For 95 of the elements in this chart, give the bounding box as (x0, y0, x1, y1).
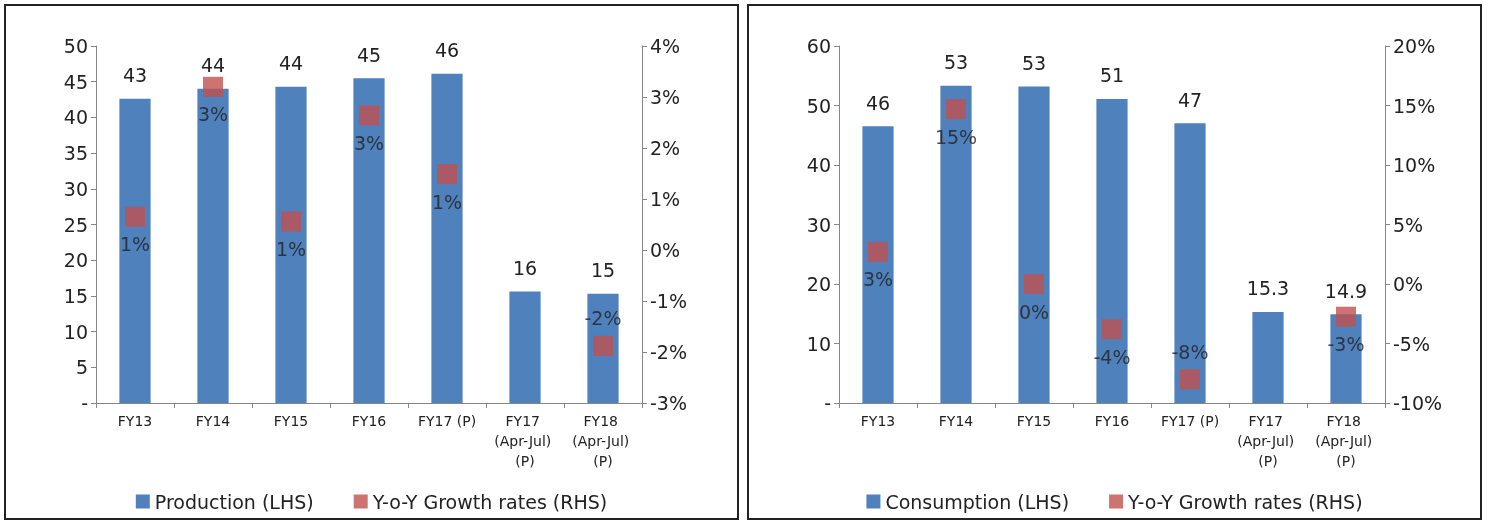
x-tick-label: FY18 (Apr-Jul) (P) (572, 413, 634, 469)
legend-label: Y-o-Y Growth rates (RHS) (1127, 490, 1363, 513)
point (1336, 306, 1356, 327)
point (203, 76, 223, 97)
y2-tick-label: -2% (650, 341, 687, 363)
x-tick-label: FY15 (273, 413, 309, 429)
y-tick-label: 25 (63, 213, 88, 236)
data-label: 0% (1018, 300, 1050, 323)
data-label: 46 (434, 39, 460, 62)
y-tick-label: 50 (806, 94, 831, 117)
point (359, 105, 379, 126)
x-tick-label: FY13 (117, 413, 153, 429)
y2-tick-label: 5% (1393, 213, 1424, 236)
data-label: 1% (119, 233, 151, 256)
point (437, 164, 457, 185)
data-label: 44 (200, 54, 226, 77)
x-tick-label: FY16 (1094, 413, 1130, 429)
y2-tick-label: 20% (1393, 35, 1436, 57)
y2-tick-label: 4% (650, 35, 681, 57)
data-label: 14.9 (1324, 279, 1368, 302)
y2-tick-label: 15% (1393, 94, 1436, 117)
y2-tick-label: -10% (1393, 392, 1443, 414)
x-tick-label: FY17 (Apr-Jul) (P) (494, 413, 556, 469)
point (1180, 369, 1200, 390)
bar (431, 73, 463, 403)
data-label: 45 (356, 43, 382, 66)
y-tick-label: 5 (75, 356, 88, 379)
data-label: 15 (590, 259, 616, 282)
bar (1252, 311, 1284, 403)
bar (119, 98, 151, 403)
y-tick-label: - (824, 392, 831, 414)
point (946, 99, 966, 120)
data-label: 47 (1177, 88, 1203, 111)
x-tick-label: FY18 (Apr-Jul) (P) (1315, 413, 1377, 469)
data-label: 44 (278, 52, 304, 75)
data-label: 3% (353, 131, 385, 154)
x-tick-label: FY13 (860, 413, 896, 429)
y-tick-label: 20 (806, 273, 831, 295)
data-label: 3% (197, 103, 229, 126)
legend-label: Y-o-Y Growth rates (RHS) (371, 490, 608, 513)
legend-label: Production (LHS) (154, 490, 314, 513)
y-tick-label: 50 (63, 35, 88, 57)
y-tick-label: 30 (63, 177, 88, 200)
y2-tick-label: -1% (650, 290, 687, 312)
x-tick-label: FY15 (1016, 413, 1052, 429)
y2-tick-label: 0% (650, 239, 681, 261)
bar (1174, 123, 1206, 403)
y-tick-label: 10 (63, 320, 88, 343)
y-tick-label: 30 (806, 213, 831, 236)
data-label: 15.3 (1246, 277, 1290, 300)
y2-tick-label: -3% (650, 392, 687, 414)
point (593, 335, 613, 356)
data-label: 1% (275, 237, 307, 260)
y-tick-label: 40 (806, 154, 831, 176)
y-tick-label: 10 (806, 332, 831, 355)
x-tick-label: FY14 (938, 413, 974, 429)
point (1024, 274, 1044, 294)
bar (353, 78, 385, 403)
bar (275, 86, 307, 403)
point (281, 211, 301, 232)
y-tick-label: 60 (806, 35, 831, 57)
y-tick-label: 15 (63, 284, 88, 307)
y2-tick-label: 0% (1393, 273, 1424, 295)
x-tick-label: FY17 (P) (1160, 413, 1220, 429)
data-label: 16 (512, 257, 538, 280)
x-tick-label: FY14 (195, 413, 231, 429)
bar (862, 126, 894, 403)
y2-tick-label: 3% (650, 86, 681, 108)
y-tick-label: 20 (63, 249, 88, 272)
y-tick-label: - (81, 392, 88, 414)
x-tick-label: FY16 (351, 413, 387, 429)
data-label: 1% (431, 190, 463, 213)
point (1102, 319, 1122, 340)
data-label: 51 (1099, 64, 1125, 87)
y2-tick-label: 10% (1393, 154, 1436, 176)
legend-label: Consumption (LHS) (885, 490, 1070, 513)
bar (197, 88, 229, 403)
data-label: 3% (862, 268, 894, 291)
bar (1018, 86, 1050, 403)
bar (1096, 98, 1128, 403)
data-label: 53 (943, 51, 969, 74)
data-label: 43 (122, 64, 148, 87)
point (125, 206, 145, 227)
y2-tick-label: 1% (650, 188, 681, 210)
bar (509, 291, 541, 403)
y-tick-label: 45 (63, 70, 88, 93)
y2-tick-label: -5% (1393, 332, 1430, 355)
y-tick-label: 40 (63, 106, 88, 129)
data-label: 53 (1021, 51, 1047, 74)
x-tick-label: FY17 (P) (417, 413, 477, 429)
x-tick-label: FY17 (Apr-Jul) (P) (1237, 413, 1299, 469)
point (868, 241, 888, 262)
y2-tick-label: 2% (650, 137, 681, 159)
y-tick-label: 35 (63, 142, 88, 165)
data-label: 46 (865, 91, 891, 114)
